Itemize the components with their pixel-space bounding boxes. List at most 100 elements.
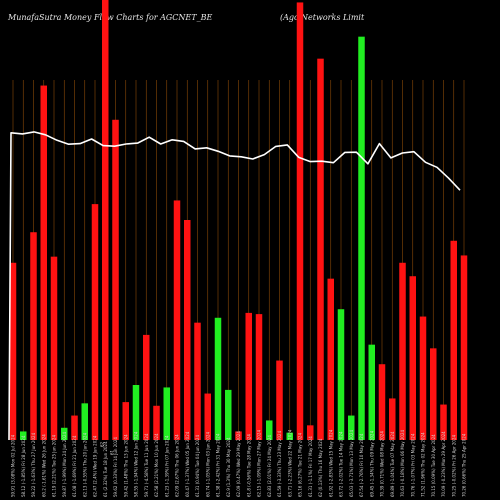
money-flow-bar [409,276,416,440]
x-tick-label: 65.03 (-3.71%) Mon 13 May 2024 [349,429,354,497]
annotations: 62 61 [99,441,114,455]
money-flow-bar [102,0,109,440]
x-tick-label: 61.59 (-3.33%) Thu 23 May 2024 [277,430,282,497]
x-tick-label: 62.09 (0.47%) Wed 29 May 2024 [236,431,241,497]
x-tick-label: 59.91 (3.08%) Mon 02 Jul 2024 [11,434,16,497]
money-flow-bar [81,403,88,440]
money-flow-bar [71,415,78,440]
x-tick-label: 62.83 (2.01%) Fri 24 May 2024 [267,435,272,497]
x-tick-label: 63.71 (-2.23%) Wed 22 May 2024 [287,429,292,497]
x-tick-label: 60.2 (-1.61%) Wed 26 Jun 2024 [41,434,46,497]
x-tick-label: 70.39 (0.71%) Wed 08 May 2024 [380,431,385,497]
x-tick-label: 61.38 (-2.42%) Fri 31 May 2024 [216,433,221,497]
annotation-label: 62 [99,441,104,447]
bar-series [9,0,468,441]
x-tick-label: 70.15 (0.09%) Tue 30 Apr 2024 [431,434,436,497]
flow-line-path [8,131,461,441]
money-flow-bar [163,387,170,440]
money-flow-bar [317,58,324,441]
money-flow-bar [30,232,37,440]
x-tick-label: 70.09 (-0.23%) Mon 29 Apr 2024 [441,431,446,497]
money-flow-bar [50,256,58,440]
x-tick-label: 70.63 (-0.18%) Mon 06 May 2024 [400,429,405,497]
x-tick-label: 59.22 (-1.63%) Thu 27 Jun 2024 [31,432,36,497]
money-flow-bar [419,316,427,440]
money-flow-bar [286,432,293,440]
money-flow-bar [266,420,273,440]
grid-lines [12,80,465,440]
money-flow-bar [225,389,232,440]
x-tick-labels: 59.91 (3.08%) Mon 02 Jul 2024 58.12 (-1.8… [11,429,467,497]
money-flow-bar [235,431,242,440]
x-tick-label: 62.13 (-0.55%) Thu 20 Jun 2024 [82,432,87,497]
money-flow-bar [245,312,252,440]
x-tick-label: 60.47 (-1.37%) Wed 05 Jun 2024 [185,431,190,497]
x-tick-label: 61.8 (-0.56%) Tue 28 May 2024 [246,434,251,497]
money-flow-bar [276,360,283,440]
x-tick-label: 59.62 (0.33%) Fri 14 Jun 2024 [113,437,118,497]
money-flow-bar [204,393,211,440]
money-flow-bar [153,405,160,440]
money-flow-bar [358,36,365,441]
money-flow-bar [40,85,47,441]
money-flow-bar [450,240,457,440]
money-flow-bar [430,348,437,440]
x-tick-label: 63.72 (-2.02%) Tue 14 May 2024 [339,431,344,497]
money-flow-bar [9,262,17,440]
money-flow-bar [460,255,468,440]
annotation-label: 61 [109,449,114,455]
x-tick-label: 67.54 (-2.76%) Fri 10 May 2024 [359,433,364,497]
x-tick-label: 61.08 (-1.69%) Fri 21 Jun 2024 [72,435,77,497]
x-tick-label: 59.42 (1.48%) Thu 13 Jun 2024 [123,434,128,497]
x-tick-label: 65.16 (6.27%) Tue 21 May 2024 [298,433,303,497]
x-tick-label: 62.47 (2.4%) Wed 19 Jun 2024 [93,435,98,497]
x-tick-label: 61.92 (-2.83%) Wed 15 May 2024 [328,429,333,497]
x-tick-label: 61.31 (0.94%) Tue 04 Jun 2024 [195,435,200,497]
x-tick-label: 62 (0.13%) Thu 16 May 2024 [318,438,323,497]
money-flow-bar [440,404,447,440]
money-flow-bar [132,385,140,440]
money-flow-bar [327,278,334,440]
money-flow-bar [173,200,181,440]
company-name: (Agc Networks Limit [280,13,365,22]
money-flow-bar [91,204,99,440]
x-tick-label: 62.58 (2.21%) Mon 10 Jun 2024 [154,433,159,497]
x-tick-label: 61.31 (-1.1%) Fri 17 May 2024 [308,436,313,497]
money-flow-bar [307,425,314,440]
money-flow-bar [112,119,119,441]
x-tick-label: 62.09 (2.67%) Thu 06 Jun 2024 [175,434,180,497]
money-flow-bar [61,427,68,440]
money-flow-bar [194,322,201,440]
money-flow-bar [143,334,150,440]
x-tick-label: 61 (2.32%) Tue 18 Jun 2024 [103,441,108,497]
money-flow-bar [20,431,27,440]
x-tick-label: 69.89 (-1.04%) Tue 07 May 2024 [390,431,395,497]
money-flow-bar [399,262,406,440]
x-tick-label: 58.12 (-1.85%) Fri 28 Jun 2024 [21,435,26,497]
x-tick-label: 59.87 (-1.99%) Mon 24 Jun 2024 [62,432,67,497]
money-flow-bar [337,309,345,440]
x-tick-label: 62.9 (1.3%) Thu 30 May 2024 [226,437,231,497]
x-tick-label: 70.25 (-0.02%) Fri 26 Apr 2024 [451,435,456,497]
x-tick-label: 70.26 (0.66%) Thu 25 Apr 2024 [462,433,467,497]
money-flow-bar [214,317,222,440]
money-flow-bar [122,402,129,440]
x-tick-label: 58.55 (-1.94%) Wed 12 Jun 2024 [134,431,139,497]
money-flow-bar [378,364,386,440]
money-flow-bar [348,415,355,440]
x-tick-label: 60.74 (-1.05%) Mon 03 Jun 2024 [205,432,210,497]
x-tick-label: 59.71 (-4.58%) Tue 11 Jun 2024 [144,433,149,497]
money-flow-bar [184,220,191,440]
money-flow-bar [296,2,304,440]
chart-title: MunafaSutra Money Flow Charts for AGCNET… [8,13,213,22]
x-tick-label: 61.19 (2.21%) Tue 25 Jun 2024 [52,435,57,497]
x-tick-label: 71.52 (1.96%) Thu 02 May 2024 [421,432,426,497]
x-tick-label: 62.15 (-1.09%) Mon 27 May 2024 [257,429,262,497]
x-tick-label: 70.76 (-1.07%) Fri 03 May 2024 [410,433,415,497]
money-flow-bar [389,398,396,440]
x-tick-label: 61.23 (-1.39%) Fri 07 Jun 2024 [164,435,169,497]
flow-line [8,131,461,441]
x-tick-label: 69.45 (-1.34%) Thu 09 May 2024 [369,430,374,497]
money-flow-bar [255,314,263,440]
